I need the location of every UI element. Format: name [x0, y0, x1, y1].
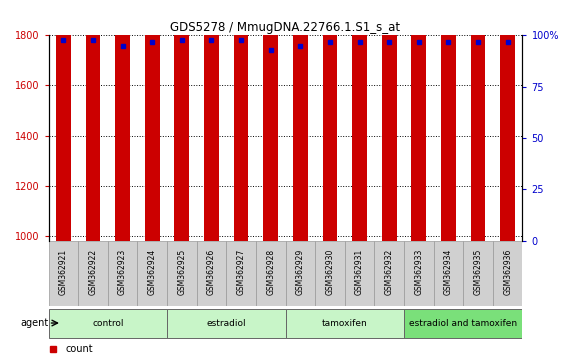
FancyBboxPatch shape: [256, 241, 286, 306]
FancyBboxPatch shape: [49, 309, 167, 338]
Bar: [174, 0, 189, 241]
FancyBboxPatch shape: [463, 241, 493, 306]
Text: GSM362925: GSM362925: [178, 249, 186, 295]
Text: GSM362935: GSM362935: [473, 249, 482, 295]
FancyBboxPatch shape: [167, 309, 286, 338]
Bar: [234, 0, 248, 241]
FancyBboxPatch shape: [404, 241, 433, 306]
Bar: [86, 0, 100, 241]
FancyBboxPatch shape: [375, 241, 404, 306]
FancyBboxPatch shape: [315, 241, 345, 306]
Text: GSM362924: GSM362924: [148, 249, 156, 295]
Bar: [411, 0, 426, 241]
FancyBboxPatch shape: [138, 241, 167, 306]
Text: GSM362933: GSM362933: [415, 249, 423, 295]
Text: GSM362922: GSM362922: [89, 249, 98, 295]
Text: GSM362923: GSM362923: [118, 249, 127, 295]
FancyBboxPatch shape: [493, 241, 522, 306]
FancyBboxPatch shape: [345, 241, 375, 306]
Bar: [441, 0, 456, 241]
Text: GSM362927: GSM362927: [236, 249, 246, 295]
Text: GSM362932: GSM362932: [385, 249, 393, 295]
FancyBboxPatch shape: [433, 241, 463, 306]
Text: GSM362930: GSM362930: [325, 249, 335, 295]
FancyBboxPatch shape: [404, 309, 522, 338]
Bar: [382, 0, 397, 241]
Text: GSM362926: GSM362926: [207, 249, 216, 295]
Title: GDS5278 / MmugDNA.22766.1.S1_s_at: GDS5278 / MmugDNA.22766.1.S1_s_at: [170, 21, 401, 34]
Bar: [263, 0, 278, 241]
Text: estradiol and tamoxifen: estradiol and tamoxifen: [409, 319, 517, 327]
Bar: [293, 0, 308, 241]
Text: agent: agent: [21, 318, 49, 328]
FancyBboxPatch shape: [108, 241, 138, 306]
Text: estradiol: estradiol: [207, 319, 246, 327]
Bar: [471, 0, 485, 241]
Text: GSM362928: GSM362928: [266, 249, 275, 295]
Text: control: control: [92, 319, 123, 327]
Text: GSM362929: GSM362929: [296, 249, 305, 295]
FancyBboxPatch shape: [286, 241, 315, 306]
Bar: [115, 0, 130, 241]
Bar: [500, 0, 515, 241]
Text: GSM362934: GSM362934: [444, 249, 453, 295]
Text: GSM362931: GSM362931: [355, 249, 364, 295]
Bar: [323, 0, 337, 241]
Bar: [352, 0, 367, 241]
FancyBboxPatch shape: [49, 241, 78, 306]
FancyBboxPatch shape: [167, 241, 196, 306]
Text: count: count: [65, 344, 93, 354]
Text: GSM362936: GSM362936: [503, 249, 512, 295]
FancyBboxPatch shape: [196, 241, 226, 306]
FancyBboxPatch shape: [286, 309, 404, 338]
Text: GSM362921: GSM362921: [59, 249, 68, 295]
FancyBboxPatch shape: [78, 241, 108, 306]
Bar: [204, 0, 219, 241]
Bar: [145, 0, 160, 241]
FancyBboxPatch shape: [226, 241, 256, 306]
Text: tamoxifen: tamoxifen: [322, 319, 368, 327]
Bar: [56, 0, 71, 241]
